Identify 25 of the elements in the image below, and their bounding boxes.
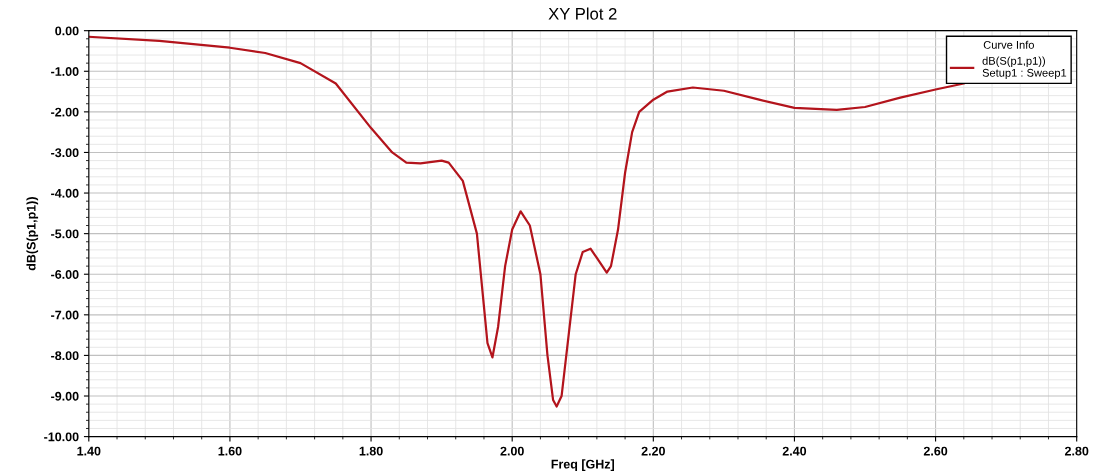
- y-tick-label: -1.00: [51, 67, 79, 76]
- y-tick-label: -6.00: [51, 270, 79, 279]
- y-tick-label: -9.00: [51, 391, 79, 401]
- x-tick-label: 2.00: [500, 446, 524, 456]
- chart-title: XY Plot 2: [548, 7, 617, 20]
- y-tick-label: -4.00: [51, 188, 79, 198]
- x-tick-label: 2.80: [1064, 446, 1089, 456]
- y-tick-label: -7.00: [51, 310, 79, 320]
- x-tick-label: 2.40: [782, 446, 807, 456]
- x-tick-label: 1.60: [218, 446, 242, 456]
- line-series: [88, 35, 965, 408]
- y-tick-label: -2.00: [51, 107, 79, 117]
- y-axis-title: dB(S(p1,p1)): [26, 197, 39, 271]
- x-tick-label: 1.40: [77, 446, 101, 456]
- y-tick-label: -3.00: [51, 148, 79, 158]
- legend-label: dB(S(p1,p1)) Setup1 : Sweep1: [982, 56, 1067, 79]
- x-axis-title: Freq [GHz]: [551, 459, 614, 472]
- y-tick-label: -10.00: [44, 432, 79, 442]
- y-tick-label: -8.00: [51, 351, 79, 361]
- legend-title: Curve Info: [983, 40, 1034, 49]
- x-tick-label: 1.80: [359, 446, 383, 456]
- x-tick-label: 2.60: [923, 446, 948, 456]
- y-tick-label: -5.00: [51, 229, 79, 239]
- y-tick-label: 0.00: [55, 26, 79, 36]
- x-tick-label: 2.20: [641, 446, 665, 456]
